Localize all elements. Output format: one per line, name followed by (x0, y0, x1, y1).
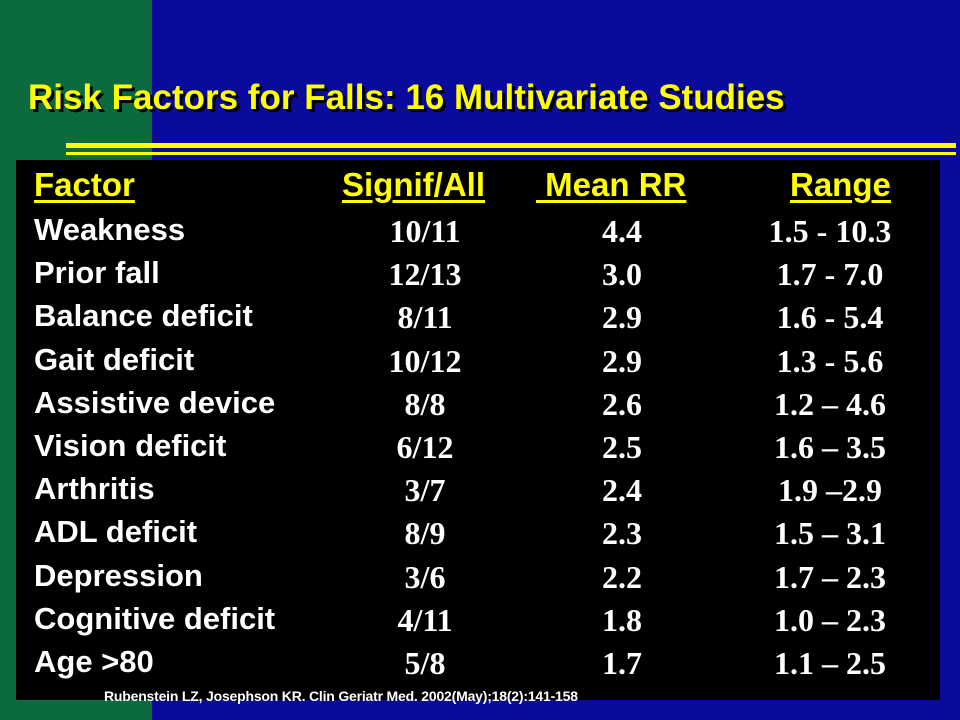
background-blue-right (940, 160, 960, 720)
range-cell: 1.6 – 3.5 (774, 429, 886, 465)
slide-title: Risk Factors for Falls: 16 Multivariate … (28, 78, 785, 117)
table-row: Arthritis 3/7 2.4 1.9 –2.9 (0, 471, 960, 515)
mean-rr-cell: 2.6 (602, 385, 642, 422)
table-row: Assistive device 8/8 2.6 1.2 – 4.6 (0, 385, 960, 429)
mean-rr-cell: 2.9 (602, 342, 642, 379)
range-cell: 1.7 - 7.0 (776, 256, 884, 293)
header-signif-all: Signif/All (342, 166, 485, 203)
factor-cell: Balance deficit (34, 298, 253, 334)
mean-rr-cell: 4.4 (602, 213, 642, 249)
signif-all-cell: 5/8 (404, 645, 446, 681)
signif-all-cell: 8/9 (404, 515, 446, 552)
table-row: Weakness 10/11 4.4 1.5 - 10.3 (0, 212, 960, 256)
table-row: Cognitive deficit 4/11 1.8 1.0 – 2.3 (0, 601, 960, 645)
table-row: Balance deficit 8/11 2.9 1.6 - 5.4 (0, 298, 960, 342)
range-cell: 1.9 –2.9 (778, 472, 882, 509)
signif-all-cell: 8/8 (404, 385, 446, 422)
header-mean-rr: Mean RR (536, 166, 687, 203)
factor-cell: Age >80 (34, 644, 154, 679)
mean-rr-cell: 2.5 (602, 429, 642, 465)
factor-cell: Arthritis (34, 471, 155, 507)
factor-cell: ADL deficit (34, 514, 198, 550)
factor-cell: Depression (34, 557, 203, 593)
mean-rr-cell: 2.4 (602, 472, 642, 509)
range-cell: 1.5 - 10.3 (768, 213, 892, 249)
signif-all-cell: 10/11 (389, 213, 461, 249)
range-cell: 1.5 – 3.1 (774, 515, 886, 552)
signif-all-cell: 4/11 (397, 601, 453, 638)
header-factor: Factor (34, 166, 135, 203)
factor-cell: Vision deficit (34, 428, 227, 463)
title-underline-thin (66, 152, 956, 155)
table-row: Prior fall 12/13 3.0 1.7 - 7.0 (0, 255, 960, 299)
table-row: Gait deficit 10/12 2.9 1.3 - 5.6 (0, 342, 960, 386)
range-cell: 1.7 – 2.3 (774, 558, 886, 595)
title-underline-thick (66, 143, 956, 148)
table-row: ADL deficit 8/9 2.3 1.5 – 3.1 (0, 514, 960, 558)
citation: Rubenstein LZ, Josephson KR. Clin Geriat… (104, 688, 578, 704)
mean-rr-cell: 2.3 (602, 515, 642, 552)
table-row: Vision deficit 6/12 2.5 1.6 – 3.5 (0, 428, 960, 472)
signif-all-cell: 3/7 (404, 472, 446, 509)
range-cell: 1.1 – 2.5 (774, 645, 886, 681)
signif-all-cell: 12/13 (388, 256, 462, 293)
table-row: Age >80 5/8 1.7 1.1 – 2.5 (0, 644, 960, 688)
range-cell: 1.2 – 4.6 (774, 385, 886, 422)
background-blue-top (152, 0, 960, 160)
factor-cell: Prior fall (34, 255, 160, 291)
signif-all-cell: 10/12 (388, 342, 462, 379)
table-panel (16, 160, 940, 700)
factor-cell: Assistive device (34, 384, 276, 420)
range-cell: 1.3 - 5.6 (776, 342, 884, 379)
factor-cell: Weakness (34, 212, 186, 247)
range-cell: 1.0 – 2.3 (774, 601, 886, 638)
mean-rr-cell: 1.8 (602, 601, 642, 638)
mean-rr-cell: 2.2 (602, 558, 642, 595)
table-row: Depression 3/6 2.2 1.7 – 2.3 (0, 558, 960, 602)
mean-rr-cell: 3.0 (602, 256, 642, 293)
header-range: Range (790, 166, 891, 203)
background-blue-bottom (152, 700, 960, 720)
range-cell: 1.6 - 5.4 (776, 299, 884, 336)
mean-rr-cell: 1.7 (602, 645, 642, 681)
signif-all-cell: 6/12 (396, 429, 454, 465)
mean-rr-cell: 2.9 (602, 299, 642, 336)
factor-cell: Cognitive deficit (34, 600, 276, 636)
signif-all-cell: 8/11 (397, 299, 453, 336)
signif-all-cell: 3/6 (404, 558, 446, 595)
factor-cell: Gait deficit (34, 341, 195, 377)
